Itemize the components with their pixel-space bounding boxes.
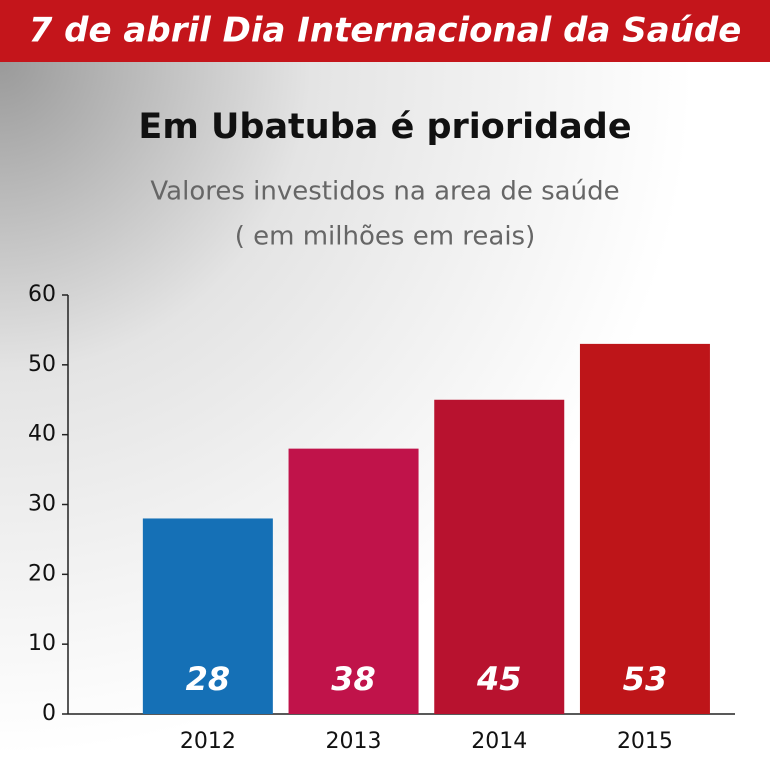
x-tick-label: 2012: [180, 729, 236, 754]
value-label: 53: [623, 660, 668, 698]
x-tick-label: 2015: [617, 729, 673, 754]
value-label: 45: [476, 660, 522, 698]
y-tick-label: 60: [28, 282, 56, 307]
x-tick-label: 2013: [326, 729, 382, 754]
y-tick-label: 30: [28, 492, 56, 517]
header-bar: [0, 0, 770, 62]
bar: [579, 343, 710, 714]
y-tick-label: 40: [28, 422, 56, 447]
x-tick-label: 2014: [471, 729, 527, 754]
bar: [434, 399, 565, 714]
y-tick-label: 20: [28, 561, 56, 586]
subtitle: Valores investidos na area de saúde: [150, 177, 619, 207]
y-tick-label: 50: [28, 352, 56, 377]
bar: [142, 518, 273, 714]
y-tick-label: 0: [42, 701, 56, 726]
subtitle: ( em milhões em reais): [235, 222, 536, 252]
value-label: 28: [186, 660, 231, 698]
y-tick-label: 10: [28, 631, 56, 656]
value-label: 38: [331, 660, 376, 698]
chart-title: Em Ubatuba é prioridade: [138, 107, 631, 147]
bar: [288, 448, 419, 714]
header-text: 7 de abril Dia Internacional da Saúde: [29, 11, 742, 51]
